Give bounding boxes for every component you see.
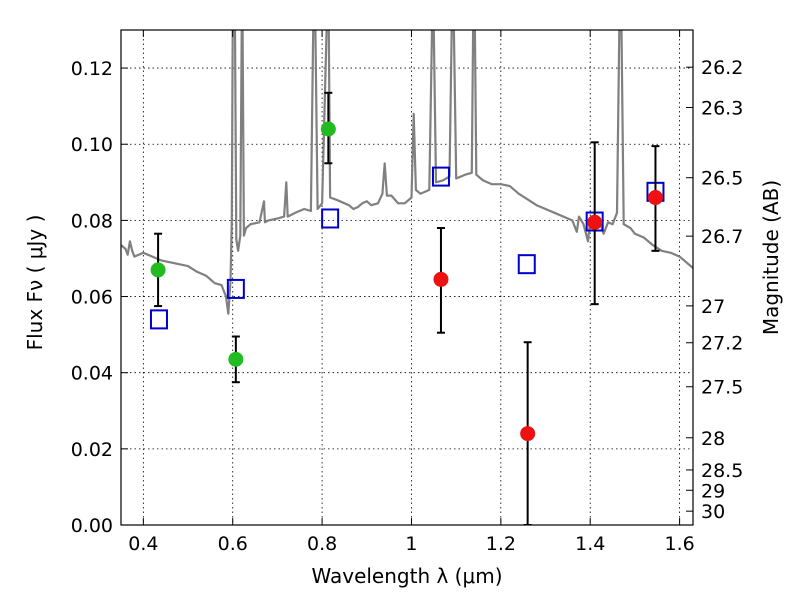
photometry-point [647, 190, 663, 206]
photometry-point [228, 351, 244, 367]
photometry-point [520, 426, 536, 442]
y-tick-label: 0.08 [71, 210, 113, 232]
plot-frame [120, 29, 694, 526]
photometry-point [320, 121, 336, 137]
y2-tick-label: 28 [701, 428, 725, 450]
y2-tick-label: 26.2 [701, 57, 743, 79]
y2-tick-label: 26.7 [701, 226, 743, 248]
plot-area [121, 30, 693, 525]
y2-tick-label: 29 [701, 480, 725, 502]
y-tick-label: 0.00 [71, 515, 113, 537]
x-tick-label: 0.8 [307, 533, 337, 555]
x-tick-label: 0.4 [128, 533, 158, 555]
photometry-point [150, 262, 166, 278]
y-tick-label: 0.12 [71, 58, 113, 80]
model-square-marker [321, 208, 340, 229]
y2-axis-label: Magnitude (AB) [759, 180, 783, 335]
y2-tick-label: 27.5 [701, 377, 743, 399]
x-tick-label: 1 [405, 533, 417, 555]
axis-ticks: 0.4 0.6 0.8 1 1.2 1.4 1.6 0.00 0.02 0.04 0.06 0.08 0… [71, 30, 743, 555]
y2-tick-label: 28.5 [701, 460, 743, 482]
spectrum-line [121, 30, 693, 315]
y-tick-label: 0.02 [71, 439, 113, 461]
y2-tick-label: 27 [701, 296, 725, 318]
x-tick-label: 1.6 [664, 533, 694, 555]
y-tick-label: 0.04 [71, 363, 113, 385]
model-square-marker [226, 278, 245, 299]
model-square-marker [431, 166, 450, 187]
model-square-marker [149, 309, 168, 330]
y2-tick-label: 27.2 [701, 333, 743, 355]
photometry-point [433, 271, 449, 287]
y2-tick-label: 30 [701, 501, 725, 523]
y2-tick-label: 26.5 [701, 168, 743, 190]
x-tick-label: 1.4 [575, 533, 605, 555]
y-tick-label: 0.06 [71, 287, 113, 309]
x-tick-label: 1.2 [486, 533, 516, 555]
y2-tick-label: 26.3 [701, 97, 743, 119]
x-axis-label: Wavelength λ (μm) [311, 564, 502, 588]
x-tick-label: 0.6 [218, 533, 248, 555]
y-axis-label: Flux Fν ( μJy ) [23, 215, 47, 351]
model-square-marker [517, 254, 536, 275]
y-tick-label: 0.10 [71, 134, 113, 156]
grid-lines [121, 30, 693, 526]
photometry-point [587, 214, 603, 230]
clipped-series [121, 30, 693, 525]
